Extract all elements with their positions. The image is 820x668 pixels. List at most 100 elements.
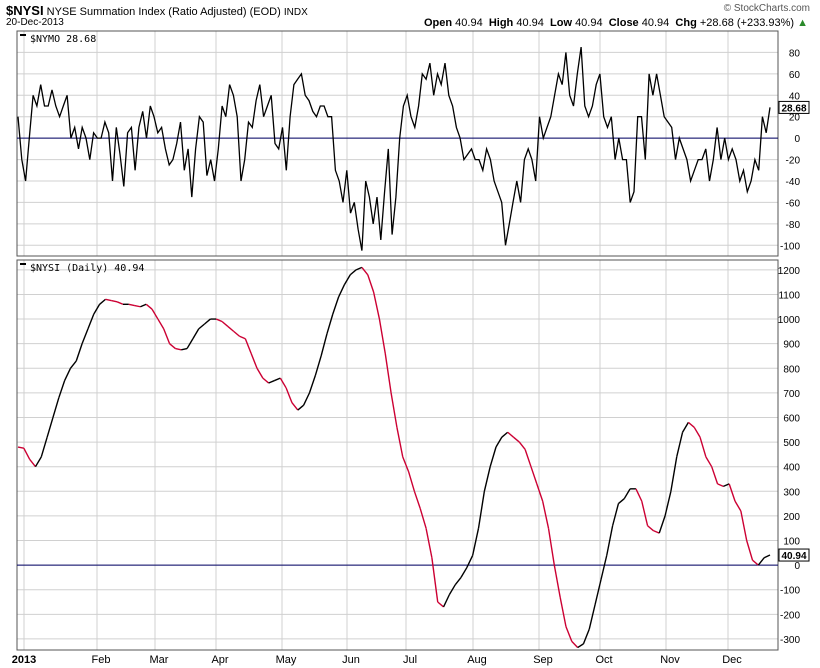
high-label: High bbox=[488, 17, 514, 29]
nysi-series-segment bbox=[140, 303, 147, 308]
nymo-y-tick-label: 0 bbox=[794, 134, 800, 145]
x-tick-label: Nov bbox=[660, 654, 680, 666]
nysi-series-segment bbox=[734, 500, 742, 512]
nysi-y-tick-label: 400 bbox=[783, 463, 800, 474]
nysi-series-segment bbox=[757, 557, 765, 566]
nymo-y-tick-label: -40 bbox=[786, 177, 801, 188]
nysi-series-segment bbox=[262, 377, 270, 384]
nysi-series-segment bbox=[518, 441, 526, 450]
nysi-series-segment bbox=[647, 525, 654, 532]
x-tick-label: Mar bbox=[150, 654, 169, 666]
nymo-last-value-label: 28.68 bbox=[781, 103, 806, 114]
nysi-series-segment bbox=[361, 266, 369, 276]
nysi-series-segment bbox=[460, 567, 468, 578]
x-tick-label: Jun bbox=[342, 654, 360, 666]
nysi-series-segment bbox=[530, 466, 538, 485]
nysi-series-segment bbox=[378, 318, 386, 354]
nysi-series-segment bbox=[635, 488, 643, 502]
high-value: 40.94 bbox=[516, 17, 544, 29]
nysi-series-segment bbox=[303, 392, 311, 406]
close-label: Close bbox=[608, 17, 639, 29]
nysi-series-segment bbox=[711, 466, 719, 485]
nysi-series-segment bbox=[256, 367, 264, 379]
nysi-series-segment bbox=[81, 328, 89, 344]
nysi-series-segment bbox=[437, 601, 445, 608]
nysi-series-segment bbox=[477, 491, 486, 529]
nysi-series-segment bbox=[192, 328, 200, 340]
nysi-series-segment bbox=[728, 483, 736, 502]
nysi-series-segment bbox=[396, 427, 404, 457]
nysi-series-segment bbox=[495, 436, 503, 448]
nymo-panel-border bbox=[16, 30, 779, 257]
nymo-y-tick-label: -100 bbox=[780, 241, 800, 252]
nysi-series-segment bbox=[752, 559, 759, 566]
nysi-series-segment bbox=[128, 303, 135, 307]
nysi-series-segment bbox=[740, 510, 748, 541]
nymo-series-line bbox=[17, 47, 771, 251]
nysi-series-segment bbox=[134, 304, 141, 308]
nysi-series-segment bbox=[320, 333, 328, 357]
nysi-series-segment bbox=[285, 387, 293, 403]
nysi-series-segment bbox=[676, 432, 684, 458]
nysi-series-segment bbox=[93, 303, 101, 315]
nysi-series-segment bbox=[169, 343, 176, 350]
nysi-series-segment bbox=[658, 515, 666, 534]
nysi-series-segment bbox=[553, 564, 561, 598]
nysi-series-segment bbox=[407, 471, 416, 492]
x-tick-label: Oct bbox=[595, 654, 612, 666]
chart-header-title: $NYSI NYSE Summation Index (Ratio Adjust… bbox=[6, 3, 308, 18]
nysi-series-segment bbox=[513, 436, 520, 443]
symbol: $NYSI bbox=[6, 3, 44, 18]
nysi-series-segment bbox=[349, 269, 357, 276]
nysi-y-tick-label: 300 bbox=[783, 487, 800, 498]
nysi-series-segment bbox=[507, 431, 514, 438]
nysi-series-segment bbox=[163, 328, 171, 344]
nysi-y-tick-label: 1200 bbox=[778, 266, 801, 277]
nymo-y-tick-label: -20 bbox=[786, 156, 801, 167]
nysi-series-segment bbox=[705, 456, 713, 468]
nysi-series-segment bbox=[723, 483, 730, 488]
nysi-series-segment bbox=[52, 397, 60, 418]
nysi-series-segment bbox=[244, 338, 252, 354]
up-arrow-icon: ▲ bbox=[797, 17, 808, 29]
nysi-series-segment bbox=[198, 323, 205, 330]
nysi-series-segment bbox=[64, 367, 72, 381]
nysi-series-segment bbox=[75, 343, 83, 362]
nysi-series-segment bbox=[297, 404, 305, 411]
nysi-series-segment bbox=[99, 298, 106, 305]
nysi-series-segment bbox=[58, 380, 66, 399]
copyright: © StockCharts.com bbox=[723, 3, 810, 14]
nysi-series-segment bbox=[308, 375, 316, 394]
x-tick-label: Aug bbox=[467, 654, 487, 666]
nysi-series-segment bbox=[717, 483, 724, 488]
close-value: 40.94 bbox=[641, 17, 670, 29]
nysi-series-segment bbox=[145, 303, 153, 310]
x-tick-label: 2013 bbox=[12, 654, 36, 666]
nysi-series-segment bbox=[268, 379, 275, 384]
nysi-series-segment bbox=[402, 456, 410, 472]
x-tick-label: Feb bbox=[92, 654, 111, 666]
nysi-series-segment bbox=[594, 579, 602, 605]
nymo-y-tick-label: -60 bbox=[786, 198, 801, 209]
nymo-last-value-box bbox=[778, 100, 810, 114]
nysi-series-segment bbox=[763, 554, 771, 559]
low-value: 40.94 bbox=[575, 17, 603, 29]
nysi-series-segment bbox=[29, 458, 37, 468]
nysi-series-segment bbox=[670, 456, 678, 492]
nymo-y-tick-label: 40 bbox=[789, 91, 801, 102]
x-tick-label: Dec bbox=[722, 654, 742, 666]
nysi-series-segment bbox=[17, 446, 24, 449]
nysi-series-segment bbox=[46, 417, 54, 438]
nysi-series-segment bbox=[606, 525, 614, 556]
nysi-series-segment bbox=[40, 436, 48, 458]
nysi-series-segment bbox=[250, 353, 258, 369]
chg-value: +28.68 (+233.93%) bbox=[699, 17, 795, 29]
nysi-series-segment bbox=[227, 325, 235, 332]
chart-date: 20-Dec-2013 bbox=[6, 17, 64, 28]
nysi-series-segment bbox=[617, 498, 625, 505]
nysi-series-segment bbox=[204, 318, 211, 325]
nysi-series-segment bbox=[641, 500, 649, 526]
nysi-series-segment bbox=[547, 528, 556, 566]
nysi-series-segment bbox=[390, 392, 398, 428]
nysi-panel-border bbox=[16, 259, 779, 651]
